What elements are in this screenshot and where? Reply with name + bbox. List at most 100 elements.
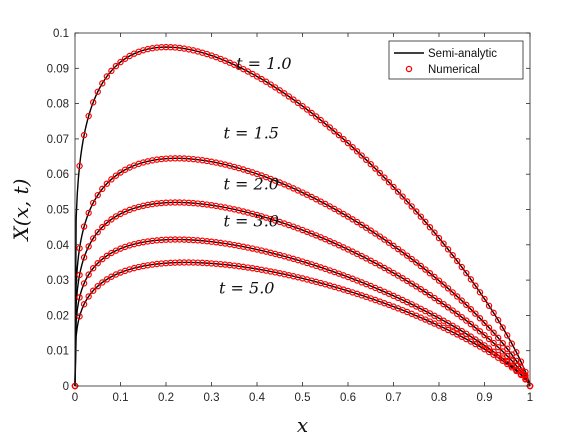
numerical-marker (494, 316, 502, 324)
numerical-marker (185, 236, 192, 244)
numerical-marker (358, 152, 365, 159)
numerical-marker (335, 208, 343, 215)
legend-label-numerical: Numerical (428, 64, 480, 76)
x-tick-label: 0.1 (113, 392, 129, 404)
numerical-marker (481, 295, 488, 303)
numerical-marker (444, 285, 452, 292)
numerical-marker (449, 289, 456, 296)
numerical-marker (258, 75, 265, 83)
numerical-marker (312, 113, 320, 120)
numerical-marker (413, 283, 420, 290)
numerical-marker (390, 183, 397, 191)
numerical-marker (449, 322, 456, 329)
numerical-marker (381, 174, 388, 181)
numerical-marker (440, 300, 447, 308)
numerical-marker (80, 254, 88, 261)
numerical-marker (485, 302, 493, 309)
numerical-marker (390, 269, 397, 277)
numerical-marker (226, 261, 233, 269)
numerical-marker (203, 259, 211, 267)
numerical-marker (153, 260, 161, 268)
numerical-marker (463, 317, 470, 324)
numerical-marker (326, 124, 333, 131)
numerical-marker (199, 259, 206, 267)
numerical-marker (472, 282, 479, 289)
numerical-marker (221, 261, 229, 268)
numerical-marker (472, 324, 479, 331)
numerical-marker (485, 335, 493, 343)
numerical-marker (117, 169, 124, 176)
numerical-marker (85, 209, 92, 217)
numerical-marker (508, 340, 515, 347)
numerical-marker (99, 223, 106, 231)
numerical-marker (435, 277, 443, 284)
numerical-marker (363, 224, 370, 231)
numerical-marker (117, 58, 124, 66)
numerical-marker (458, 313, 465, 321)
y-tick-label: 0.09 (47, 63, 69, 75)
y-tick-label: 0.03 (47, 275, 69, 287)
curve-label: t = 1.5 (224, 123, 279, 142)
y-tick-label: 0.04 (47, 240, 70, 252)
numerical-marker (458, 297, 465, 304)
numerical-marker (431, 273, 438, 281)
numerical-marker (435, 297, 443, 305)
numerical-marker (89, 287, 97, 294)
numerical-marker (472, 340, 479, 348)
numerical-marker (290, 96, 297, 103)
numerical-marker (476, 315, 484, 322)
numerical-marker (399, 193, 406, 200)
numerical-marker (467, 276, 475, 283)
numerical-marker (94, 228, 101, 236)
numerical-marker (103, 252, 111, 260)
numerical-marker (408, 203, 415, 210)
numerical-marker (194, 259, 202, 266)
numerical-marker (390, 242, 397, 250)
numerical-marker (467, 320, 475, 328)
numerical-marker (349, 143, 356, 151)
numerical-marker (372, 230, 379, 237)
numerical-marker (162, 236, 170, 243)
numerical-marker (171, 44, 179, 51)
numerical-marker (385, 267, 393, 274)
numerical-marker (171, 199, 179, 206)
numerical-marker (408, 280, 415, 287)
numerical-marker (194, 237, 202, 244)
numerical-marker (376, 233, 384, 240)
numerical-marker (308, 109, 315, 117)
numerical-marker (158, 199, 165, 207)
numerical-marker (458, 263, 465, 271)
numerical-marker (89, 99, 97, 106)
markers-layer (71, 43, 534, 390)
numerical-marker (149, 261, 156, 268)
numerical-marker (94, 88, 101, 95)
numerical-marker (417, 262, 424, 270)
numerical-marker (190, 236, 197, 244)
y-tick-label: 0.05 (47, 205, 69, 217)
numerical-marker (399, 275, 406, 282)
numerical-marker (476, 343, 484, 350)
numerical-marker (76, 294, 83, 301)
y-tick-label: 0.06 (47, 169, 69, 181)
numerical-marker (494, 334, 502, 342)
numerical-marker (454, 293, 461, 300)
y-tick-label: 0.02 (47, 310, 69, 322)
numerical-marker (490, 351, 497, 358)
numerical-marker (403, 252, 411, 259)
numerical-marker (89, 199, 97, 207)
numerical-marker (276, 87, 283, 94)
numerical-marker (99, 279, 106, 286)
numerical-marker (176, 199, 183, 206)
numerical-marker (426, 223, 434, 231)
numerical-marker (158, 155, 165, 163)
numerical-marker (208, 238, 215, 245)
x-tick-label: 0.3 (204, 392, 220, 404)
numerical-marker (408, 255, 415, 263)
numerical-marker (490, 329, 497, 336)
numerical-marker (331, 205, 338, 213)
numerical-marker (481, 346, 488, 353)
numerical-marker (80, 223, 88, 230)
numerical-marker (158, 236, 165, 244)
numerical-marker (349, 216, 356, 223)
y-tick-label: 0.08 (47, 99, 69, 111)
